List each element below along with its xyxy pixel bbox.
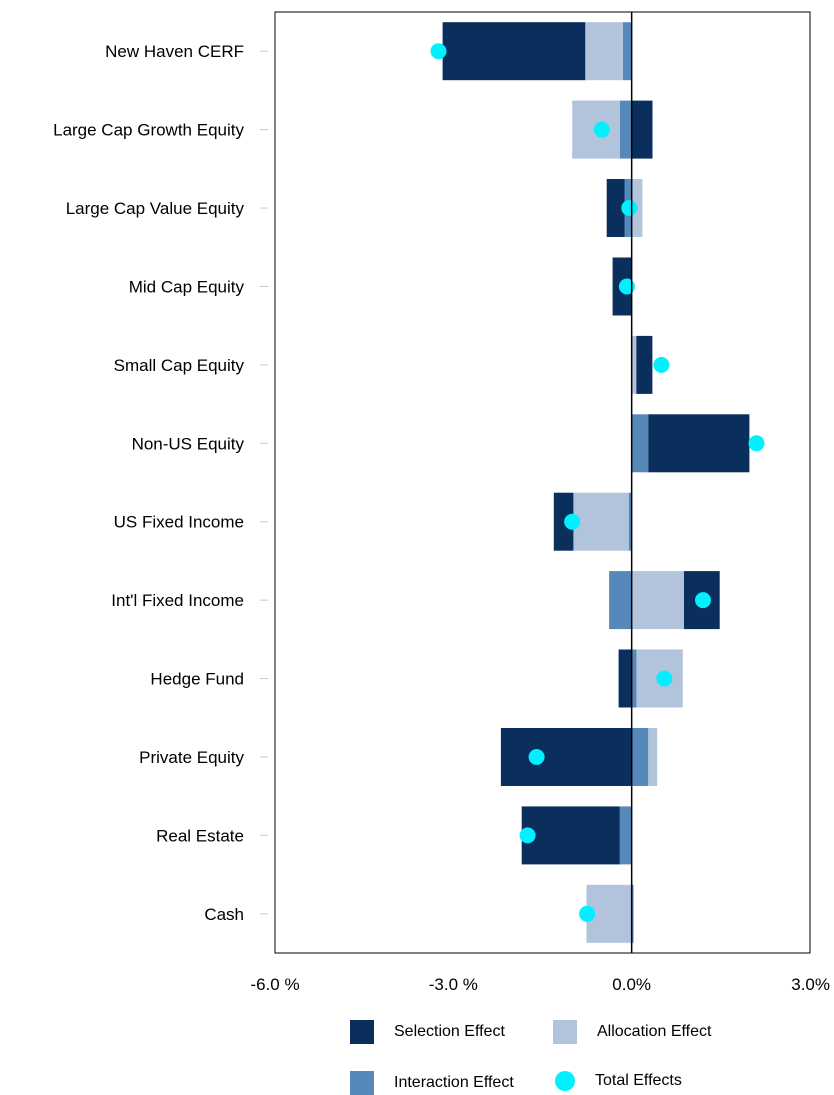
x-tick-label-0: -6.0 % [250, 975, 299, 994]
plot-frame [274, 11, 811, 954]
bar-interaction-effect-10 [619, 806, 632, 865]
bar-allocation-effect-0 [585, 22, 623, 81]
x-tick-label-3: 3.0% [791, 975, 830, 994]
bar-selection-effect-8 [618, 649, 632, 708]
bar-interaction-effect-11 [631, 884, 634, 943]
point-total-effect-10 [519, 827, 536, 844]
point-total-effect-6 [564, 513, 581, 530]
x-tick-label-1: -3.0 % [429, 975, 478, 994]
bar-selection-effect-5 [648, 414, 750, 473]
point-total-effect-1 [593, 121, 610, 138]
bar-interaction-effect-9 [631, 728, 649, 786]
category-label-4: Small Cap Equity [114, 356, 245, 375]
bar-allocation-effect-7 [631, 571, 684, 630]
bar-allocation-effect-4 [631, 335, 637, 394]
category-label-5: Non-US Equity [132, 434, 245, 453]
bar-selection-effect-1 [631, 100, 653, 159]
bar-selection-effect-10 [521, 806, 620, 865]
category-label-7: Int'l Fixed Income [111, 591, 244, 610]
bar-selection-effect-0 [442, 22, 586, 81]
bar-selection-effect-2 [606, 179, 625, 237]
bar-allocation-effect-6 [573, 492, 629, 551]
category-label-0: New Haven CERF [105, 42, 244, 61]
category-label-6: US Fixed Income [114, 513, 244, 532]
axis-layer: New Haven CERF Large Cap Growth Equity Lar… [53, 11, 830, 994]
point-total-effect-3 [618, 278, 635, 295]
bar-interaction-effect-5 [631, 414, 649, 473]
bar-selection-effect-4 [636, 335, 653, 394]
point-total-effect-4 [653, 356, 670, 373]
bar-interaction-effect-1 [619, 100, 632, 159]
category-label-11: Cash [204, 905, 244, 924]
bar-interaction-effect-7 [609, 571, 632, 630]
bars-layer [442, 22, 750, 943]
category-label-3: Mid Cap Equity [129, 277, 245, 296]
category-label-2: Large Cap Value Equity [66, 199, 245, 218]
bar-interaction-effect-8 [631, 649, 637, 708]
bar-interaction-effect-6 [628, 492, 632, 551]
category-label-8: Hedge Fund [150, 670, 244, 689]
category-label-1: Large Cap Growth Equity [53, 121, 244, 140]
bar-allocation-effect-9 [648, 728, 658, 786]
category-label-9: Private Equity [139, 748, 244, 767]
points-layer [430, 43, 765, 922]
point-total-effect-2 [621, 200, 638, 216]
bar-interaction-effect-0 [622, 22, 632, 81]
bar-selection-effect-9 [500, 728, 632, 786]
x-tick-label-2: 0.0% [612, 975, 651, 994]
point-total-effect-9 [528, 749, 545, 765]
category-label-10: Real Estate [156, 826, 244, 845]
point-total-effect-7 [695, 592, 711, 609]
bar-selection-effect-6 [553, 492, 574, 551]
point-total-effect-8 [656, 670, 673, 687]
point-total-effect-0 [430, 43, 447, 60]
point-total-effect-11 [579, 905, 596, 922]
point-total-effect-5 [748, 435, 765, 452]
